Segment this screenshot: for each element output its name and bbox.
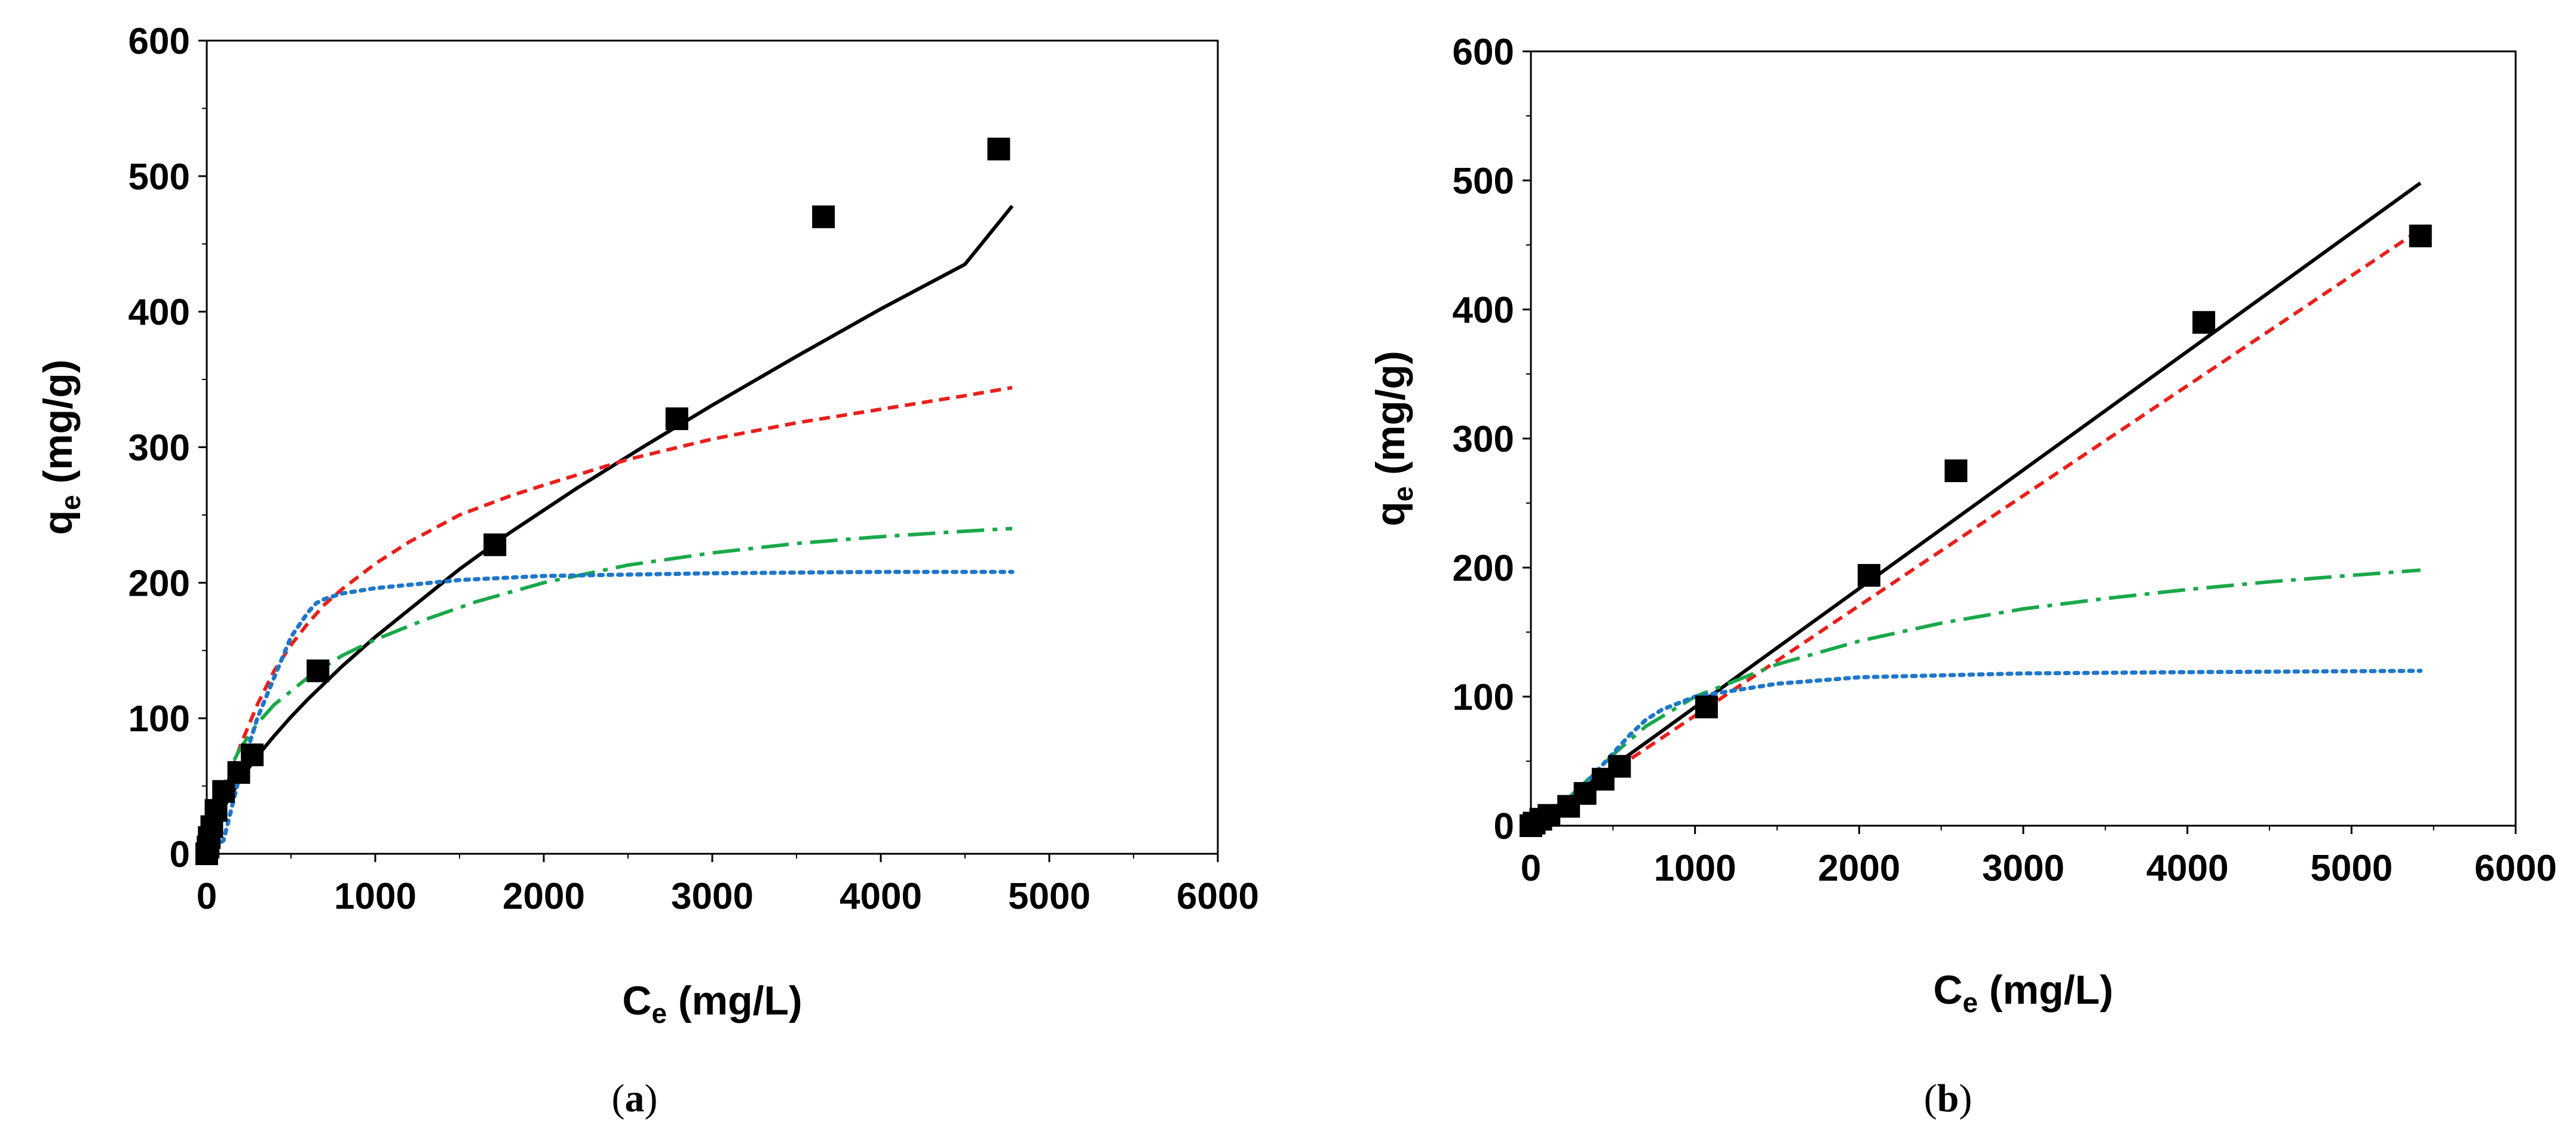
x-tick-label: 0 <box>197 876 217 917</box>
y-tick-label: 400 <box>1453 290 1514 331</box>
y-axis-title-subscript: e <box>1387 486 1419 502</box>
panel-label-close-paren: ) <box>645 1077 658 1120</box>
data-point <box>812 205 835 228</box>
y-tick-label: 500 <box>128 157 190 198</box>
panel-label: (a) <box>612 1077 658 1120</box>
x-tick-label: 3000 <box>671 876 753 917</box>
data-point <box>2192 311 2216 334</box>
panel-label-open-paren: ( <box>612 1077 625 1120</box>
data-point <box>1608 755 1631 778</box>
data-point <box>1857 563 1880 587</box>
x-axis-title: Ce (mg/L) <box>622 978 802 1029</box>
x-axis-title-main: C <box>622 978 651 1023</box>
x-tick-label: 6000 <box>1177 876 1259 917</box>
data-point <box>1537 804 1561 827</box>
y-tick-label: 100 <box>1453 677 1514 718</box>
data-point <box>204 799 228 822</box>
data-point <box>483 533 507 556</box>
series-line-black-solid <box>1530 181 2422 827</box>
x-tick-label: 0 <box>1521 848 1541 889</box>
y-axis-title-main: q <box>1368 501 1413 526</box>
data-point <box>1695 695 1718 719</box>
y-axis-title-subscript: e <box>55 495 86 510</box>
y-axis-title: qe (mg/g) <box>35 360 86 535</box>
y-tick-label: 200 <box>1453 548 1514 589</box>
y-axis-title-unit: (mg/g) <box>35 360 81 495</box>
x-tick-label: 1000 <box>1654 848 1736 889</box>
x-tick-label: 1000 <box>334 876 416 917</box>
y-axis-title-main: q <box>35 510 81 535</box>
x-axis-title-unit: (mg/L) <box>667 978 802 1023</box>
y-tick-label: 0 <box>1494 806 1514 847</box>
y-tick-label: 200 <box>128 563 190 604</box>
x-tick-label: 6000 <box>2474 848 2557 889</box>
y-tick-label: 0 <box>170 834 190 875</box>
y-tick-label: 600 <box>1453 32 1514 73</box>
data-point <box>212 780 235 803</box>
x-axis-title-subscript: e <box>1962 987 1978 1018</box>
series-line-red-dashed <box>205 385 1013 854</box>
y-tick-label: 600 <box>128 21 190 62</box>
x-tick-label: 4000 <box>840 876 922 917</box>
panel-label-letter: a <box>625 1077 645 1120</box>
panel-label-open-paren: ( <box>1924 1077 1937 1120</box>
x-tick-label: 5000 <box>2310 848 2393 889</box>
data-point <box>241 743 264 767</box>
y-tick-label: 500 <box>1453 161 1514 202</box>
data-point <box>665 407 688 430</box>
x-tick-label: 2000 <box>503 876 585 917</box>
data-point <box>987 137 1010 161</box>
x-tick-label: 3000 <box>1982 848 2065 889</box>
data-point <box>1944 459 1968 482</box>
y-tick-label: 300 <box>128 428 190 469</box>
panel-label-letter: b <box>1937 1077 1959 1120</box>
data-point <box>2409 224 2432 247</box>
x-axis-title: Ce (mg/L) <box>1933 967 2113 1018</box>
y-tick-label: 300 <box>1453 419 1514 460</box>
x-axis-title-subscript: e <box>651 998 667 1029</box>
panel-label-close-paren: ) <box>1959 1077 1972 1120</box>
y-axis-title: qe (mg/g) <box>1368 351 1419 526</box>
series-line-red-dashed <box>1530 228 2422 827</box>
y-tick-label: 400 <box>128 292 190 333</box>
data-point <box>307 659 330 682</box>
x-tick-label: 5000 <box>1008 876 1091 917</box>
x-tick-label: 4000 <box>2146 848 2229 889</box>
y-axis-title-unit: (mg/g) <box>1368 351 1413 486</box>
panel-label: (b) <box>1924 1077 1972 1120</box>
y-tick-label: 100 <box>128 698 190 740</box>
x-tick-label: 2000 <box>1818 848 1900 889</box>
x-axis-title-unit: (mg/L) <box>1978 967 2114 1013</box>
x-axis-title-main: C <box>1933 967 1962 1013</box>
